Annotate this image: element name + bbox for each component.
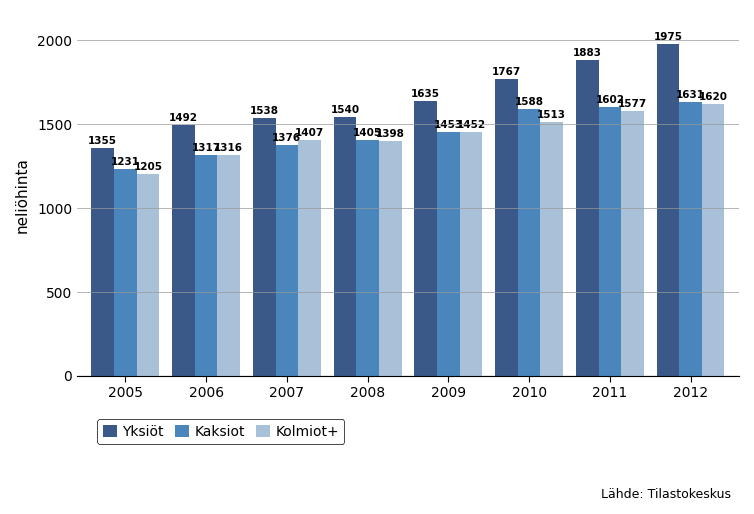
Bar [379,141,402,376]
Text: 1492: 1492 [169,114,198,123]
Text: 1635: 1635 [411,89,440,99]
Text: 1588: 1588 [514,97,544,107]
Bar [415,101,437,376]
Bar [136,174,159,376]
Text: 1316: 1316 [214,143,244,153]
Bar [217,155,240,376]
Text: 1376: 1376 [272,133,302,143]
Bar [576,60,599,376]
Bar [253,118,275,376]
Bar [657,44,679,376]
Legend: Yksiöt, Kaksiot, Kolmiot+: Yksiöt, Kaksiot, Kolmiot+ [97,419,345,444]
Text: 1231: 1231 [111,157,140,167]
Text: 1975: 1975 [654,32,682,42]
Text: Lähde: Tilastokeskus: Lähde: Tilastokeskus [602,488,731,501]
Text: 1453: 1453 [434,120,463,130]
Text: 1577: 1577 [618,99,647,109]
Text: 1540: 1540 [330,105,360,116]
Text: 1452: 1452 [456,120,486,130]
Bar [679,102,702,376]
Text: 1631: 1631 [676,90,705,100]
Text: 1767: 1767 [492,67,521,77]
Y-axis label: neliöhinta: neliöhinta [15,158,30,233]
Bar [541,122,563,376]
Text: 1538: 1538 [250,106,279,116]
Bar [334,117,357,376]
Bar [495,79,518,376]
Text: 1355: 1355 [88,136,118,146]
Bar [298,140,320,376]
Text: 1205: 1205 [133,161,162,172]
Bar [599,107,621,376]
Bar [172,125,195,376]
Bar [702,104,725,376]
Bar [518,109,541,376]
Bar [460,132,483,376]
Text: 1407: 1407 [295,127,324,138]
Bar [195,155,217,376]
Bar [621,111,644,376]
Text: 1602: 1602 [596,95,624,105]
Text: 1398: 1398 [375,129,405,139]
Text: 1513: 1513 [537,110,566,120]
Bar [357,140,379,376]
Text: 1405: 1405 [353,128,382,138]
Text: 1620: 1620 [699,92,728,102]
Text: 1883: 1883 [573,48,602,58]
Bar [275,145,298,376]
Bar [114,169,136,376]
Text: 1317: 1317 [192,143,221,153]
Bar [437,132,460,376]
Bar [91,149,114,376]
